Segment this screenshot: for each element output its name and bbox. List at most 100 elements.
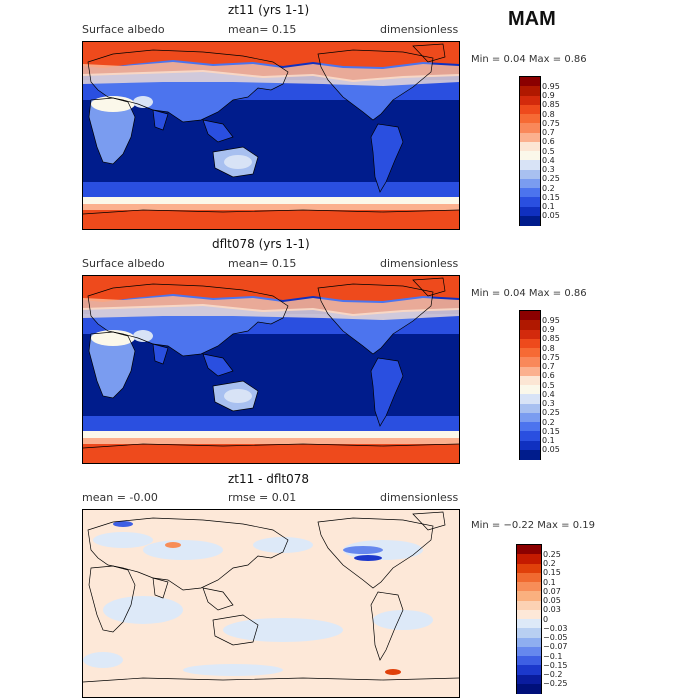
colorbar-tick-label: 0.5 xyxy=(542,380,555,390)
panel2-variable-label: Surface albedo xyxy=(82,257,165,270)
panel1-minmax: Min = 0.04 Max = 0.86 xyxy=(471,54,587,65)
colorbar-swatch xyxy=(517,674,541,685)
colorbar-swatch xyxy=(520,431,540,441)
colorbar-tick-label: −0.03 xyxy=(543,623,568,633)
colorbar-swatch xyxy=(517,665,541,675)
colorbar-swatch xyxy=(520,375,540,386)
panel1-colorbar: 0.95 0.9 0.85 0.8 0.75 0.7 0.6 0.5 0.4 0.3 0.25 0.2… xyxy=(519,76,560,226)
colorbar-tick-label: 0.25 xyxy=(543,549,561,559)
colorbar-swatch xyxy=(520,320,540,330)
colorbar-tick-label: 0.15 xyxy=(542,426,560,436)
panel2-units-label: dimensionless xyxy=(380,257,459,270)
coastlines xyxy=(83,277,459,449)
colorbar-swatch xyxy=(520,357,540,367)
colorbar-tick-label: 0.05 xyxy=(542,445,560,455)
colorbar-tick-label: −0.15 xyxy=(543,660,568,670)
colorbar-swatch xyxy=(520,188,540,198)
colorbar-tick-label: 0.15 xyxy=(543,568,561,578)
colorbar-swatch xyxy=(520,385,540,395)
colorbar-tick-label: 0.4 xyxy=(542,155,555,165)
panel2-title: dflt078 (yrs 1-1) xyxy=(212,237,310,251)
colorbar-tick-label: 0.1 xyxy=(542,202,555,211)
colorbar-tick-label: 0.05 xyxy=(542,211,560,221)
colorbar-tick-label: 0.7 xyxy=(542,128,555,137)
colorbar-swatch xyxy=(517,554,541,564)
colorbar-tick-label: 0.2 xyxy=(542,183,555,193)
panel3-units-label: dimensionless xyxy=(380,491,459,504)
colorbar-swatch xyxy=(520,178,540,189)
colorbar-swatch xyxy=(520,329,540,340)
colorbar-swatch xyxy=(517,628,541,638)
coastlines xyxy=(83,511,459,683)
colorbar-swatch xyxy=(520,104,540,115)
colorbar-tick-label: 0.2 xyxy=(542,417,555,427)
colorbar-swatch xyxy=(517,572,541,583)
panel2-map xyxy=(82,275,460,464)
panel2-mean-label: mean= 0.15 xyxy=(228,257,297,270)
colorbar-tick-label: 0.1 xyxy=(542,436,555,445)
colorbar-tick-label: 0.6 xyxy=(542,137,555,147)
panel2-minmax: Min = 0.04 Max = 0.86 xyxy=(471,288,587,299)
panel1-mean-label: mean= 0.15 xyxy=(228,23,297,36)
colorbar-tick-label: 0.4 xyxy=(542,389,555,399)
colorbar-swatch xyxy=(517,656,541,666)
colorbar-swatch xyxy=(517,683,541,694)
colorbar-swatch xyxy=(520,348,540,358)
colorbar-tick-label: −0.25 xyxy=(543,679,568,689)
colorbar-swatch xyxy=(520,394,540,404)
colorbar-tick-label: 0.95 xyxy=(542,315,560,325)
colorbar-tick-label: −0.05 xyxy=(543,633,568,642)
colorbar-swatch xyxy=(520,422,540,432)
colorbar-swatch xyxy=(517,609,541,620)
colorbar-swatch xyxy=(520,86,540,96)
colorbar-tick-label: 0.7 xyxy=(542,362,555,371)
panel1-title: zt11 (yrs 1-1) xyxy=(228,3,310,17)
colorbar-swatch xyxy=(517,646,541,657)
colorbar-swatch xyxy=(517,619,541,629)
colorbar-swatch xyxy=(517,563,541,574)
colorbar-tick-label: −0.07 xyxy=(543,642,568,652)
colorbar-tick-label: 0.3 xyxy=(542,399,555,408)
colorbar-swatch xyxy=(517,591,541,601)
colorbar-swatch xyxy=(520,114,540,124)
colorbar-tick-label: 0.8 xyxy=(542,109,555,119)
colorbar-tick-label: 0.75 xyxy=(542,118,560,128)
colorbar-swatch xyxy=(520,403,540,414)
panel3-colorbar: 0.25 0.2 0.15 0.1 0.07 0.05 0.03 0 −0.03 −0.05 −0.… xyxy=(516,544,568,694)
colorbar-swatch xyxy=(520,366,540,377)
colorbar-swatch xyxy=(520,95,540,106)
colorbar-swatch xyxy=(520,169,540,180)
panel2-colorbar: 0.95 0.9 0.85 0.8 0.75 0.7 0.6 0.5 0.4 0.3 0.25 0.2… xyxy=(519,310,560,460)
colorbar-swatch xyxy=(517,582,541,592)
colorbar-swatch xyxy=(520,197,540,207)
colorbar-tick-label: 0.95 xyxy=(542,81,560,91)
panel3-minmax: Min = −0.22 Max = 0.19 xyxy=(471,520,595,531)
colorbar-tick-label: 0.9 xyxy=(542,325,555,334)
colorbar-tick-label: 0.2 xyxy=(543,559,556,568)
colorbar-tick-label: 0.03 xyxy=(543,605,561,615)
colorbar-tick-label: 0.05 xyxy=(543,596,561,605)
colorbar-tick-label: 0.85 xyxy=(542,334,560,344)
colorbar-swatch xyxy=(520,141,540,152)
colorbar-swatch xyxy=(520,412,540,423)
colorbar-swatch xyxy=(517,637,541,648)
colorbar-swatch xyxy=(520,215,540,226)
colorbar-swatch xyxy=(520,151,540,161)
colorbar-swatch xyxy=(520,206,540,217)
colorbar-swatch xyxy=(517,600,541,611)
colorbar-swatch xyxy=(520,449,540,460)
colorbar-swatch xyxy=(520,311,540,321)
colorbar-tick-label: 0.6 xyxy=(542,371,555,381)
colorbar-swatch xyxy=(520,132,540,143)
colorbar-tick-label: 0.1 xyxy=(543,577,556,587)
colorbar-tick-label: 0.75 xyxy=(542,352,560,362)
colorbar-tick-label: 0 xyxy=(543,614,549,624)
panel3-map xyxy=(82,509,460,698)
colorbar-tick-label: 0.9 xyxy=(542,91,555,100)
panel1-variable-label: Surface albedo xyxy=(82,23,165,36)
colorbar-tick-label: 0.85 xyxy=(542,100,560,110)
panel3-rmse-label: rmse = 0.01 xyxy=(228,491,297,504)
colorbar-swatch xyxy=(520,160,540,170)
panel1-map xyxy=(82,41,460,230)
colorbar-tick-label: 0.3 xyxy=(542,165,555,174)
